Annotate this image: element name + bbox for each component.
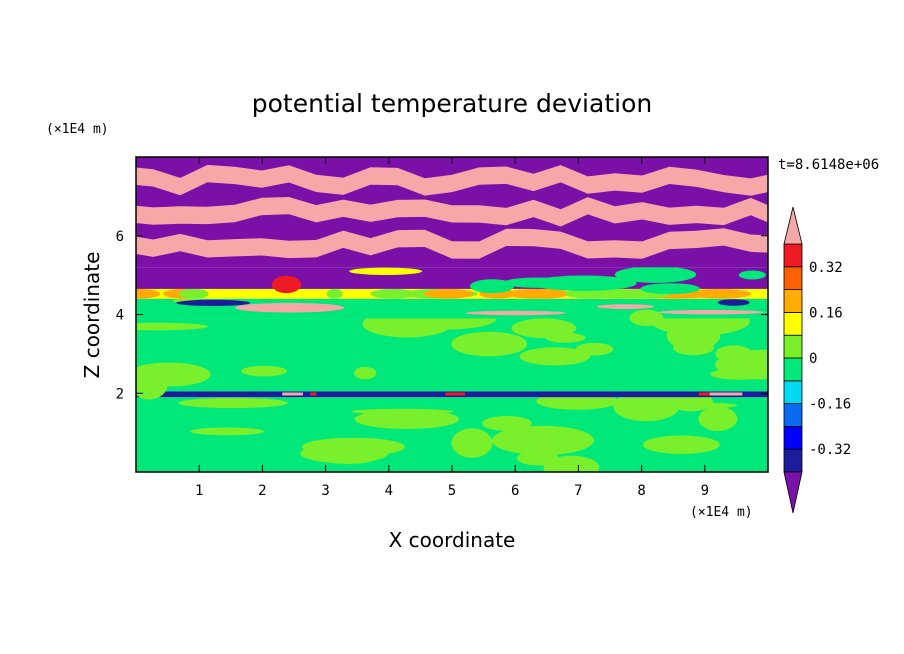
colorbar-tick-label: 0.32 xyxy=(809,260,843,276)
contour-patch xyxy=(482,415,532,431)
x-axis-ticks: 1 2 3 4 5 6 7 8 9 xyxy=(195,157,709,499)
time-label: t=8.6148e+06 xyxy=(778,157,879,173)
contour-patch xyxy=(643,402,738,409)
contour-spot xyxy=(709,392,731,396)
x-tick-label: 1 xyxy=(195,483,203,499)
colorbar-box xyxy=(783,448,803,473)
contour-patch xyxy=(698,406,738,431)
contour-patch xyxy=(640,283,700,295)
contour-patch xyxy=(366,410,419,427)
contour-patch xyxy=(271,275,302,294)
contour-patch xyxy=(465,310,567,316)
contour-patch xyxy=(642,435,720,454)
contour-stripe xyxy=(136,197,768,227)
y-tick-label: 2 xyxy=(116,386,124,402)
contour-patch xyxy=(673,339,715,356)
x-tick-label: 8 xyxy=(637,483,645,499)
x-tick-label: 6 xyxy=(511,483,519,499)
x-tick-label: 3 xyxy=(321,483,329,499)
contour-patch xyxy=(614,266,697,283)
colorbar-box xyxy=(783,289,803,313)
contour-patch xyxy=(370,288,417,299)
colorbar-box xyxy=(783,425,803,450)
x-tick-label: 5 xyxy=(448,483,456,499)
y-axis-label: Z coordinate xyxy=(80,252,104,379)
contour-patch xyxy=(543,455,600,472)
colorbar-upper-triangle xyxy=(783,206,803,245)
contour-patch xyxy=(326,288,343,299)
colorbar: 0.32 0.16 0 -0.16 -0.32 xyxy=(783,206,851,514)
x-tick-label: 4 xyxy=(385,483,393,499)
contour-patch xyxy=(178,288,209,299)
colorbar-box xyxy=(783,266,803,290)
colorbar-tick-label: 0.16 xyxy=(809,305,843,321)
contour-patch xyxy=(301,437,406,457)
contour-field xyxy=(136,157,768,472)
contour-stripe xyxy=(136,228,768,259)
contour-patch xyxy=(469,279,515,294)
x-tick-label: 2 xyxy=(258,483,266,499)
colorbar-box xyxy=(783,380,803,404)
contour-spot xyxy=(282,392,303,396)
contour-patch xyxy=(190,427,264,436)
contour-patch xyxy=(235,302,345,313)
contour-patch xyxy=(176,299,251,306)
contour-patch xyxy=(564,288,621,299)
colorbar-box xyxy=(783,311,803,336)
contour-stripe xyxy=(136,164,768,196)
contour-patch xyxy=(658,310,765,315)
contour-patch xyxy=(519,347,591,366)
colorbar-box xyxy=(783,357,803,382)
plot-area xyxy=(135,156,769,473)
contour-patch xyxy=(451,331,528,357)
y-tick-label: 6 xyxy=(116,229,124,245)
colorbar-tick-label: -0.32 xyxy=(809,442,851,458)
contour-patch xyxy=(353,366,377,380)
colorbar-lower-triangle xyxy=(783,471,803,514)
y-tick-label: 4 xyxy=(116,308,124,324)
contour-patch xyxy=(491,425,594,456)
contour-spot xyxy=(445,392,466,396)
contour-patch xyxy=(596,304,655,309)
contour-patch xyxy=(323,455,373,464)
contour-patch xyxy=(715,345,753,362)
contour-patch xyxy=(503,277,572,288)
contour-patch xyxy=(451,428,493,458)
contour-patch xyxy=(506,288,566,299)
contour-patch xyxy=(629,309,664,326)
y-axis-unit: (×1E4 m) xyxy=(46,122,109,137)
contour-band xyxy=(136,318,768,392)
contour-patch xyxy=(241,365,288,377)
chart-title: potential temperature deviation xyxy=(252,89,652,118)
colorbar-box xyxy=(783,334,803,359)
contour-patch xyxy=(423,288,474,299)
contour-patch xyxy=(717,299,750,306)
contour-patch xyxy=(136,288,161,299)
contour-spot xyxy=(310,392,317,396)
y-axis-ticks: 2 4 6 xyxy=(116,229,768,402)
contour-patch xyxy=(178,397,288,409)
contour-patch xyxy=(136,322,209,331)
contour-patch xyxy=(511,318,577,339)
colorbar-box xyxy=(783,403,803,427)
contour-patch xyxy=(738,270,766,280)
contour-patch xyxy=(136,362,211,387)
x-axis-label: X coordinate xyxy=(389,528,516,552)
contour-patch xyxy=(349,267,423,275)
x-tick-label: 9 xyxy=(701,483,709,499)
x-tick-label: 7 xyxy=(574,483,582,499)
x-axis-unit: (×1E4 m) xyxy=(690,505,753,520)
colorbar-tick-label: -0.16 xyxy=(809,397,851,413)
colorbar-box xyxy=(783,243,803,268)
colorbar-tick-label: 0 xyxy=(809,351,817,367)
